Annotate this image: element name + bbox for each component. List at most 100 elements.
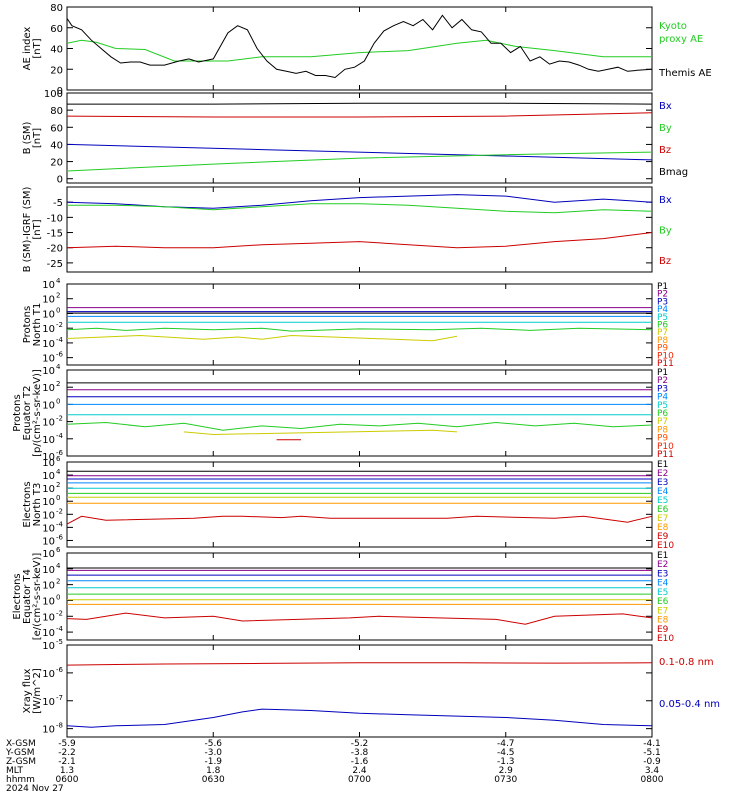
- y-tick-label: 80: [50, 106, 63, 117]
- panel-frame: [66, 186, 653, 273]
- panel-3: -25 -20 -15 -10 -5 B (SM)-IGRF (SM) [nT] Bx By Bz: [22, 186, 672, 273]
- y-tick-label: 10: [42, 324, 55, 335]
- legend-item: By: [659, 123, 672, 134]
- legend-item: P11: [657, 359, 674, 369]
- ephemeris-label: 2024 Nov 27: [6, 784, 64, 794]
- y-tick-label: 10: [42, 452, 55, 463]
- y-axis-title: North T1: [32, 303, 43, 347]
- ephemeris-value: -4.7: [497, 739, 515, 749]
- legend-item: 0.1-0.8 nm: [659, 657, 714, 668]
- y-tick-label: 10: [42, 523, 55, 534]
- series-p7: [66, 334, 458, 342]
- y-axis-title: [p/(cm²-s-sr-keV)]: [32, 369, 43, 457]
- y-tick-label: -25: [47, 259, 63, 270]
- ephemeris-label: MLT: [6, 766, 24, 776]
- legend-item: Bmag: [659, 167, 688, 178]
- y-tick-exponent: 0: [56, 397, 60, 405]
- legend-item: E8: [657, 616, 669, 626]
- y-tick-exponent: 6: [56, 455, 61, 463]
- legend-item: P10: [657, 351, 674, 361]
- y-tick-label: 20: [50, 158, 63, 169]
- legend-item: proxy AE: [659, 34, 703, 45]
- y-axis-title: [nT]: [32, 128, 43, 148]
- y-tick-label: 10: [42, 295, 55, 306]
- ephemeris-value: -1.3: [497, 757, 515, 767]
- series-p7: [183, 429, 458, 436]
- y-tick-label: 40: [50, 140, 63, 151]
- legend-item: P11: [657, 450, 674, 460]
- legend-item: P6: [657, 321, 668, 331]
- y-tick-label: 10: [42, 354, 55, 365]
- legend-item: E5: [657, 588, 668, 598]
- y-tick-exponent: 2: [56, 380, 60, 388]
- y-axis-title: AE index: [22, 27, 33, 71]
- ephemeris-value: -1.6: [351, 757, 369, 767]
- legend-item: E9: [657, 532, 669, 542]
- y-tick-label: -5: [53, 198, 63, 209]
- ephemeris-label: hhmm: [6, 775, 35, 785]
- y-tick-label: 10: [42, 725, 55, 736]
- series-bz: [66, 232, 653, 249]
- legend-item: P1: [657, 282, 668, 292]
- y-tick-label: 0: [57, 175, 63, 186]
- ephemeris-value: -4.1: [643, 739, 661, 749]
- series-by: [67, 203, 653, 214]
- ephemeris-value: 0600: [56, 775, 79, 785]
- ephemeris-value: -3.8: [351, 748, 369, 758]
- legend-item: P2: [657, 376, 668, 386]
- panel-frame: [66, 92, 653, 184]
- y-tick-label: 10: [42, 471, 55, 482]
- panel-frame: [66, 6, 653, 91]
- legend-item: E2: [657, 469, 668, 479]
- legend-item: 0.05-0.4 nm: [659, 699, 720, 710]
- panel-frame: [66, 644, 653, 738]
- y-tick-exponent: -4: [56, 520, 64, 528]
- legend-item: E10: [657, 634, 674, 644]
- legend-item: E3: [657, 569, 668, 579]
- panel-1: 0 20 40 60 80 AE index [nT] Kyoto proxy AE Themis…: [22, 3, 712, 97]
- ephemeris-value: -5.6: [204, 739, 222, 749]
- series-kyoto-proxy-ae: [66, 39, 652, 62]
- legend-item: P1: [657, 368, 668, 378]
- legend-item: Bx: [659, 195, 672, 206]
- legend-item: By: [659, 226, 672, 237]
- y-tick-exponent: -2: [56, 321, 63, 329]
- legend-item: E7: [657, 606, 668, 616]
- ephemeris-value: -2.1: [58, 757, 76, 767]
- legend-item: Kyoto: [659, 21, 687, 32]
- y-axis-title: [nT]: [32, 219, 43, 239]
- panel-2: 0 20 40 60 80 100 B (SM) [nT] Bx By Bz Bmag: [22, 89, 688, 186]
- y-tick-exponent: 2: [56, 481, 60, 489]
- legend-item: E6: [657, 597, 669, 607]
- y-tick-exponent: 0: [56, 494, 60, 502]
- y-tick-exponent: -2: [56, 609, 63, 617]
- y-tick-exponent: -4: [56, 625, 64, 633]
- series-e9: [66, 612, 653, 625]
- legend-item: P8: [657, 336, 668, 346]
- legend-item: E3: [657, 478, 668, 488]
- ephemeris-value: 0730: [494, 775, 517, 785]
- ephemeris-value: 2.9: [499, 766, 514, 776]
- panel-frame: [66, 552, 653, 641]
- legend-item: P5: [657, 313, 668, 323]
- y-tick-label: 10: [42, 418, 55, 429]
- legend-item: E4: [657, 579, 669, 589]
- y-axis-title: Electrons: [22, 481, 33, 527]
- legend-item: P6: [657, 409, 668, 419]
- y-tick-exponent: 0: [56, 306, 60, 314]
- legend-item: P7: [657, 328, 668, 338]
- y-axis-title: Protons: [12, 394, 23, 431]
- ephemeris-value: 3.4: [645, 766, 660, 776]
- legend-item: E1: [657, 551, 668, 561]
- ephemeris-value: -5.9: [58, 739, 76, 749]
- legend-item: E6: [657, 505, 669, 515]
- y-axis-title: Xray flux: [22, 669, 33, 714]
- y-tick-label: 10: [42, 697, 55, 708]
- legend-item: E1: [657, 460, 668, 470]
